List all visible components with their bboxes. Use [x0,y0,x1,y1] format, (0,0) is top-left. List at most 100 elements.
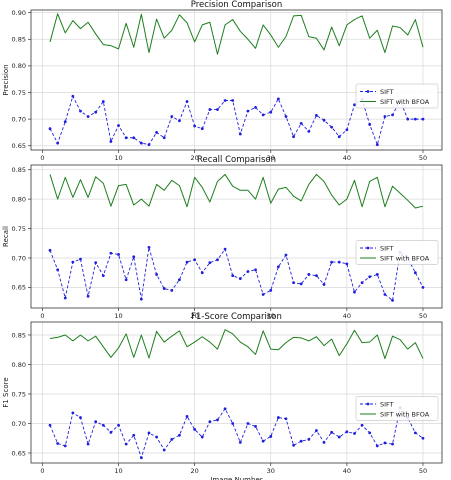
data-point [101,100,105,103]
legend-box [355,240,439,265]
x-tick-label: 50 [419,467,427,475]
data-point [63,296,67,300]
legend-marker [366,90,370,93]
data-point [56,268,60,272]
data-point [48,248,52,252]
x-tick-label: 40 [343,154,351,162]
data-point [353,103,356,107]
data-point [94,261,98,265]
data-point [276,97,280,101]
data-point [109,140,113,143]
data-point [155,131,158,134]
data-point [238,440,242,444]
axes-frame [30,164,443,309]
chart-panel-0: Precision Comparison 0.65 0.70 0.75 0.80 0.85… [2,0,443,162]
data-point [63,444,67,448]
y-tick-label: 0.70 [12,115,26,123]
legend-box [355,83,439,109]
data-point [330,125,334,129]
data-point [94,110,98,114]
data-point [193,124,197,128]
data-point [117,423,120,427]
y-tick-label: 0.90 [12,9,26,17]
data-point [284,417,288,421]
data-point [383,115,387,118]
data-point [162,448,166,452]
y-tick-label: 0.65 [12,142,26,150]
y-tick-label: 0.80 [12,62,26,70]
data-point [86,294,90,298]
data-point [79,109,82,113]
data-point [345,430,349,434]
data-point [170,438,174,441]
y-tick-label: 0.75 [12,390,26,398]
data-point [330,430,334,434]
data-point [375,143,379,147]
data-point [139,141,143,145]
data-point [261,293,265,296]
x-tick-label: 10 [114,154,122,162]
x-tick-label: 50 [419,154,427,162]
data-point [178,278,181,282]
data-point [315,113,318,117]
data-point [178,119,181,123]
data-point [223,247,227,251]
data-point [48,127,52,131]
series-line [49,329,424,360]
data-point [216,258,219,262]
data-point [124,136,128,140]
y-tick-label: 0.70 [12,254,26,262]
data-point [109,430,113,434]
x-axis-label: Image Number [210,476,262,480]
data-point [292,135,295,139]
data-point [178,433,181,437]
y-tick-label: 0.85 [12,166,26,174]
data-point [117,124,120,127]
y-tick-label: 0.85 [12,331,26,339]
series-line [49,95,423,146]
chart-panel-1: Recall Comparison 0.65 0.70 0.75 0.80 0.85 0 10… [2,155,443,320]
data-point [276,265,280,269]
data-point [155,273,158,276]
x-tick-label: 10 [114,312,122,320]
data-point [231,274,235,278]
legend-label: SIFT with BFOA [380,254,430,262]
axes-frame [30,321,443,464]
data-point [132,255,136,259]
series-line [49,407,424,459]
data-point [299,121,303,125]
data-point [322,118,326,122]
data-point [421,286,425,289]
x-tick-label: 30 [267,154,275,162]
data-point [56,141,60,145]
data-point [292,443,295,447]
legend-marker [366,402,370,406]
data-point [208,108,212,111]
series-line [49,13,424,55]
data-point [231,422,235,425]
y-tick-label: 0.80 [12,361,26,369]
data-point [170,288,174,292]
data-point [200,271,204,275]
data-point [307,438,311,441]
data-point [117,253,120,256]
y-axis-label: F1 Score [2,377,10,407]
x-tick-label: 20 [190,467,198,475]
data-point [322,440,326,444]
data-point [71,94,75,98]
data-point [337,260,341,264]
data-point [79,257,82,261]
series-1 [49,329,424,360]
data-point [360,281,364,285]
data-point [223,99,227,102]
data-point [353,290,356,294]
data-point [269,435,273,438]
legend-label: SIFT with BFOA [380,410,430,418]
data-point [124,442,128,446]
data-point [383,293,387,296]
data-point [307,129,311,133]
legend: SIFT SIFT with BFOA [355,240,439,265]
data-point [307,273,311,276]
data-point [147,431,151,435]
x-tick-label: 50 [419,312,427,320]
